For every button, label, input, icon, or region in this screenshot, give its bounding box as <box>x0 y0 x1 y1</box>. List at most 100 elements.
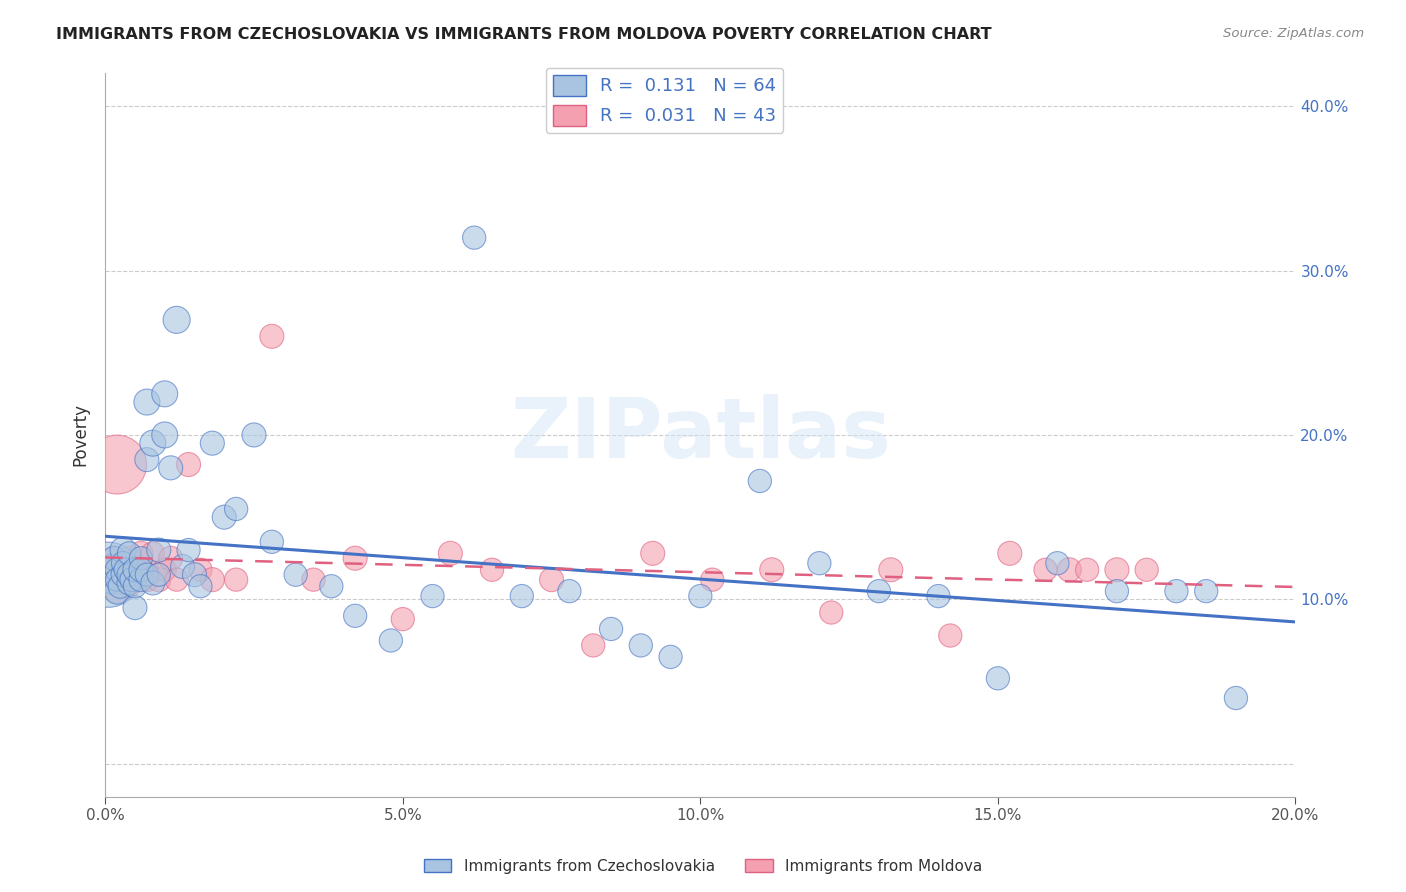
Point <box>748 474 770 488</box>
Point <box>153 387 176 401</box>
Point <box>97 567 120 582</box>
Point <box>1195 584 1218 599</box>
Point <box>998 546 1021 560</box>
Point <box>135 563 157 577</box>
Legend: R =  0.131   N = 64, R =  0.031   N = 43: R = 0.131 N = 64, R = 0.031 N = 43 <box>546 68 783 133</box>
Point <box>510 589 533 603</box>
Point <box>118 546 141 560</box>
Point <box>600 622 623 636</box>
Point <box>868 584 890 599</box>
Point <box>148 573 170 587</box>
Point <box>172 559 194 574</box>
Point <box>1076 563 1098 577</box>
Point <box>702 573 724 587</box>
Point <box>1225 691 1247 706</box>
Point <box>481 563 503 577</box>
Point <box>212 510 235 524</box>
Point <box>97 563 120 577</box>
Point <box>112 573 135 587</box>
Legend: Immigrants from Czechoslovakia, Immigrants from Moldova: Immigrants from Czechoslovakia, Immigran… <box>418 853 988 880</box>
Point <box>689 589 711 603</box>
Point <box>880 563 903 577</box>
Point <box>1136 563 1159 577</box>
Point <box>103 551 125 566</box>
Point <box>153 428 176 442</box>
Point <box>641 546 664 560</box>
Point <box>118 579 141 593</box>
Y-axis label: Poverty: Poverty <box>72 403 89 467</box>
Point <box>121 573 143 587</box>
Point <box>129 551 152 566</box>
Point <box>582 639 605 653</box>
Point <box>166 313 188 327</box>
Point <box>135 567 157 582</box>
Point <box>166 573 188 587</box>
Point <box>148 567 170 582</box>
Point <box>118 551 141 566</box>
Point <box>260 329 283 343</box>
Point <box>100 559 122 574</box>
Point <box>225 502 247 516</box>
Point <box>129 563 152 577</box>
Point <box>321 579 343 593</box>
Point <box>987 671 1010 685</box>
Point <box>284 567 307 582</box>
Point <box>463 230 485 244</box>
Point <box>927 589 949 603</box>
Point <box>177 543 200 558</box>
Point <box>105 584 128 599</box>
Point <box>112 567 135 582</box>
Point <box>201 436 224 450</box>
Point <box>225 573 247 587</box>
Point <box>112 543 135 558</box>
Point <box>105 458 128 472</box>
Point <box>1105 563 1128 577</box>
Point <box>108 579 131 593</box>
Point <box>115 563 138 577</box>
Point <box>100 576 122 591</box>
Point <box>183 567 205 582</box>
Point <box>142 546 165 560</box>
Point <box>659 649 682 664</box>
Point <box>135 395 157 409</box>
Point <box>808 556 831 570</box>
Point <box>118 576 141 591</box>
Point <box>302 573 325 587</box>
Point <box>422 589 444 603</box>
Point <box>630 639 652 653</box>
Point <box>118 567 141 582</box>
Point <box>1035 563 1057 577</box>
Point <box>1166 584 1188 599</box>
Point <box>243 428 266 442</box>
Point <box>129 573 152 587</box>
Point <box>112 556 135 570</box>
Point <box>124 563 146 577</box>
Point <box>135 452 157 467</box>
Point <box>159 551 181 566</box>
Point <box>103 551 125 566</box>
Point <box>391 612 413 626</box>
Point <box>939 628 962 642</box>
Point <box>105 573 128 587</box>
Point <box>380 633 402 648</box>
Point <box>135 573 157 587</box>
Point <box>558 584 581 599</box>
Point <box>100 573 122 587</box>
Point <box>1046 556 1069 570</box>
Point <box>1105 584 1128 599</box>
Point <box>260 534 283 549</box>
Point <box>142 436 165 450</box>
Point <box>142 576 165 591</box>
Point <box>124 579 146 593</box>
Point <box>190 563 212 577</box>
Point <box>153 563 176 577</box>
Point <box>124 600 146 615</box>
Point <box>540 573 562 587</box>
Text: ZIPatlas: ZIPatlas <box>510 394 891 475</box>
Point <box>439 546 461 560</box>
Point <box>124 563 146 577</box>
Point <box>105 584 128 599</box>
Point <box>112 563 135 577</box>
Point <box>201 573 224 587</box>
Text: Source: ZipAtlas.com: Source: ZipAtlas.com <box>1223 27 1364 40</box>
